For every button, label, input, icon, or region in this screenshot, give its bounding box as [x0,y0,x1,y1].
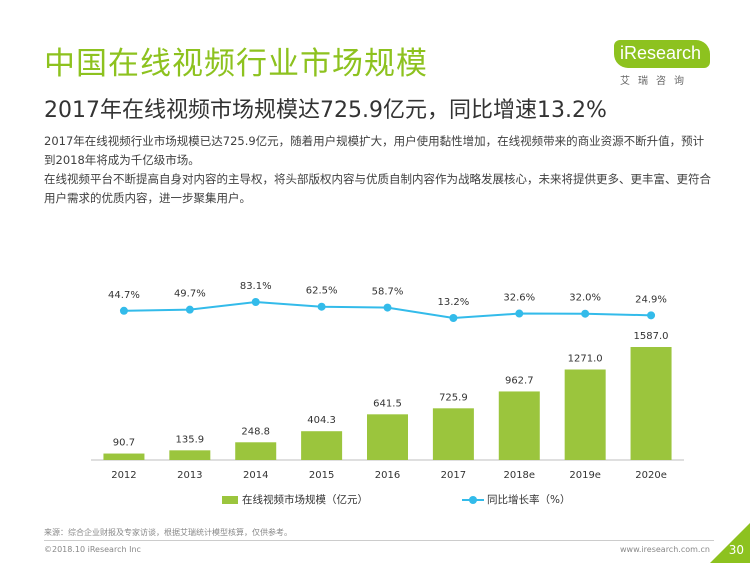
bar-2019e [564,369,606,460]
bar-2018e [498,391,540,460]
x-tick-label-2015: 2015 [309,470,334,481]
bar-label-2015: 404.3 [307,415,336,426]
logo-chinese-text: 艾瑞咨询 [620,76,692,87]
x-tick-label-2020e: 2020e [635,470,667,481]
growth-rate-label-2020e: 24.9% [635,294,667,305]
bar-label-2018e: 962.7 [505,375,534,386]
page-number: 30 [728,543,744,557]
growth-rate-label-2012: 44.7% [108,290,140,301]
growth-rate-label-2016: 58.7% [372,287,404,298]
x-tick-label-2013: 2013 [177,470,202,481]
growth-rate-label-2017: 13.2% [437,297,469,308]
growth-rate-point-2018e [515,309,524,318]
bar-label-2014: 248.8 [241,426,270,437]
growth-rate-point-2012 [119,306,128,315]
copyright-text: ©2018.10 iResearch Inc [44,545,141,554]
x-tick-label-2016: 2016 [375,470,400,481]
iresearch-logo: iResearch 艾瑞咨询 [614,40,712,87]
growth-rate-point-2020e [647,311,656,320]
legend-bar-swatch [222,496,238,504]
page-subtitle: 2017年在线视频市场规模达725.9亿元，同比增速13.2% [44,98,607,123]
page-corner-decoration [710,523,750,563]
x-tick-label-2017: 2017 [441,470,466,481]
bar-2016 [367,414,408,460]
x-tick-label-2012: 2012 [111,470,136,481]
legend-line-swatch [462,496,484,504]
growth-rate-label-2019e: 32.0% [569,293,601,304]
bar-2017 [432,408,474,460]
legend-item-bar: 在线视频市场规模（亿元） [222,492,368,507]
growth-rate-label-2013: 49.7% [174,289,206,300]
page-title: 中国在线视频行业市场规模 [44,46,428,82]
description-paragraph-1: 2017年在线视频行业市场规模已达725.9亿元，随着用户规模扩大，用户使用黏性… [44,134,705,167]
growth-rate-label-2014: 83.1% [240,281,272,292]
source-note: 来源：综合企业财报及专家访谈，根据艾瑞统计模型核算，仅供参考。 [44,528,292,537]
growth-rate-point-2019e [581,309,590,318]
growth-rate-point-2017 [449,314,458,322]
bar-2013 [169,450,211,460]
footer-divider [44,540,714,541]
logo-badge [614,40,710,68]
x-tick-label-2019e: 2019e [569,470,601,481]
x-tick-label-2018e: 2018e [503,470,535,481]
bar-label-2016: 641.5 [373,398,402,409]
bar-2015 [301,431,343,460]
description-paragraph-2: 在线视频平台不断提高自身对内容的主导权，将头部版权内容与优质自制内容作为战略发展… [44,172,711,205]
market-size-chart: 90.7 2012 135.9 2013 248.8 2014 404.3 2015 641.5… [91,281,684,481]
growth-rate-label-2018e: 32.6% [503,293,535,304]
growth-rate-point-2016 [383,303,392,312]
bar-2014 [235,442,277,460]
bar-label-2012: 90.7 [113,438,135,449]
growth-rate-point-2013 [185,305,194,314]
bar-label-2017: 725.9 [439,392,468,403]
description: 2017年在线视频行业市场规模已达725.9亿元，随着用户规模扩大，用户使用黏性… [44,132,712,208]
legend-bar-label: 在线视频市场规模（亿元） [242,494,368,506]
x-tick-label-2014: 2014 [243,470,268,481]
legend-item-line: 同比增长率（%） [462,492,570,507]
bar-label-2020e: 1587.0 [634,331,669,342]
website-link[interactable]: www.iresearch.com.cn [620,545,710,554]
bar-label-2013: 135.9 [176,434,205,445]
legend-line-label: 同比增长率（%） [487,494,571,506]
growth-rate-label-2015: 62.5% [306,286,338,297]
bar-2020e [630,347,672,460]
bar-2012 [103,453,145,460]
logo-brand-text: iResearch [620,43,702,63]
growth-rate-point-2015 [317,302,326,311]
growth-rate-point-2014 [251,298,260,306]
bar-label-2019e: 1271.0 [568,354,603,365]
